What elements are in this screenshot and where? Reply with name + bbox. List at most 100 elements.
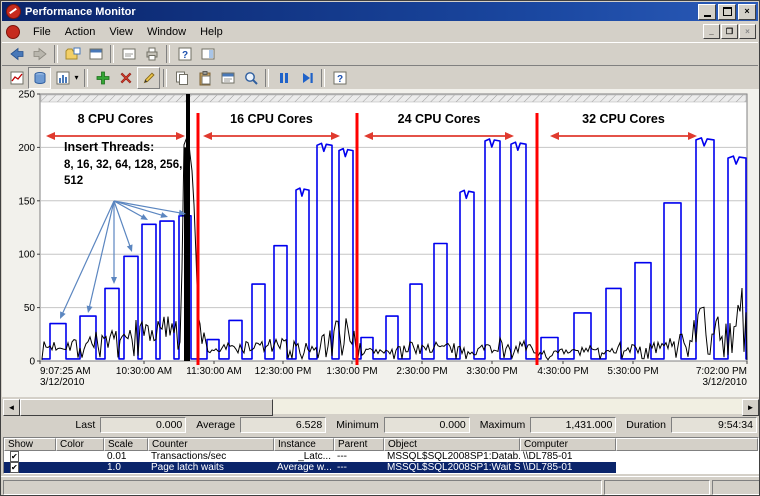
mdi-minimize-button[interactable]: _: [703, 24, 720, 39]
properties-button[interactable]: [216, 67, 239, 89]
zoom-button[interactable]: [239, 67, 262, 89]
help-button[interactable]: ?: [173, 43, 196, 65]
scroll-thumb[interactable]: [20, 399, 273, 416]
add-counter-icon: [96, 71, 109, 84]
y-tick-label: 100: [18, 250, 35, 261]
export-list-button[interactable]: [84, 43, 107, 65]
add-counter-button[interactable]: [91, 67, 114, 89]
x-tick-label: 10:30:00 AM: [116, 366, 172, 377]
legend-column-show[interactable]: Show: [4, 438, 56, 451]
close-button[interactable]: ×: [738, 3, 756, 20]
delete-counter-button[interactable]: [114, 67, 137, 89]
x-tick-label: 7:02:00 PM: [696, 366, 747, 377]
stat-value-last: 0.000: [100, 417, 187, 433]
copy-properties-button[interactable]: [170, 67, 193, 89]
action-pane-button[interactable]: [196, 43, 219, 65]
minimize-button[interactable]: [698, 3, 716, 20]
stat-value-maximum: 1,431.000: [530, 417, 617, 433]
toolbar-separator: [265, 68, 269, 87]
help-icon: ?: [178, 47, 191, 61]
back-button[interactable]: [5, 43, 28, 65]
instance-cell: Average w...: [277, 462, 332, 473]
menu-bar: File Action View Window Help _ ❐ ×: [2, 21, 758, 43]
performance-graph: 0 50 100 150 200 250 9:07:25 AM 3/12/2010 10:30:…: [2, 89, 759, 397]
action-pane-icon: [201, 48, 214, 59]
menu-help[interactable]: Help: [200, 25, 223, 38]
menu-window[interactable]: Window: [146, 25, 187, 38]
show-checkbox[interactable]: ✔: [10, 451, 19, 462]
legend-column-parent[interactable]: Parent: [334, 438, 384, 451]
freeze-display-icon: [279, 72, 288, 83]
counter-cell: Page latch waits: [151, 462, 224, 473]
stat-label-minimum: Minimum: [336, 419, 379, 431]
legend-column-instance[interactable]: Instance: [274, 438, 334, 451]
series-page-latch-waits: [41, 133, 748, 361]
menu-view[interactable]: View: [109, 25, 133, 38]
legend-column-counter[interactable]: Counter: [148, 438, 274, 451]
y-tick-label: 200: [18, 143, 35, 154]
freeze-display-button[interactable]: [272, 67, 295, 89]
computer-cell: \\DL785-01: [523, 451, 573, 462]
child-window-icon: [6, 24, 20, 39]
scroll-left-button[interactable]: ◄: [3, 399, 20, 416]
forward-icon: [33, 47, 47, 60]
legend-column-scale[interactable]: Scale: [104, 438, 148, 451]
show-window-button[interactable]: [117, 43, 140, 65]
help-icon: ?: [333, 71, 346, 85]
stat-value-duration: 9:54:34: [671, 417, 757, 433]
toolbar-separator: [321, 68, 325, 87]
mdi-restore-button[interactable]: ❐: [721, 24, 738, 39]
x-tick-label: 3:30:00 PM: [466, 366, 517, 377]
stat-label-average: Average: [196, 419, 236, 431]
color-swatch-cell: [56, 451, 104, 462]
copy-properties-icon: [175, 71, 188, 85]
svg-text:?: ?: [336, 74, 342, 85]
update-data-button[interactable]: [295, 67, 318, 89]
toolbar-separator: [110, 44, 114, 63]
color-swatch-cell: [56, 462, 104, 473]
graph-type-dropdown-caret[interactable]: ▾: [74, 73, 79, 82]
stat-value-average: 6.528: [240, 417, 327, 433]
legend-column-color[interactable]: Color: [56, 438, 104, 451]
show-checkbox-cell: ✔: [4, 462, 56, 473]
legend-row-page-latch-waits[interactable]: ✔ 1.0 Page latch waits Average w... --- MSSQL…: [4, 462, 616, 473]
print-button[interactable]: [140, 43, 163, 65]
show-console-tree-button[interactable]: [61, 43, 84, 65]
zoom-icon: [244, 71, 258, 85]
time-scrollbar[interactable]: ◄ ►: [3, 399, 759, 416]
scale-cell: 1.0: [107, 462, 121, 473]
counter-legend: Show Color Scale Counter Instance Parent Objec…: [3, 437, 759, 474]
x-tick-label: 2:30:00 PM: [396, 366, 447, 377]
x-tick-label: 1:30:00 PM: [326, 366, 377, 377]
change-graph-type-button[interactable]: [51, 67, 74, 89]
menu-file[interactable]: File: [33, 25, 51, 38]
menu-action[interactable]: Action: [64, 25, 96, 38]
x-tick-label: 9:07:25 AM: [40, 366, 91, 377]
scroll-right-button[interactable]: ►: [742, 399, 759, 416]
view-log-data-button[interactable]: [28, 66, 51, 89]
title-bar[interactable]: Performance Monitor ×: [2, 2, 758, 21]
legend-column-filler: [616, 438, 758, 451]
show-checkbox[interactable]: ✔: [10, 462, 19, 473]
legend-column-object[interactable]: Object: [384, 438, 520, 451]
help-button[interactable]: ?: [328, 67, 351, 89]
legend-column-computer[interactable]: Computer: [520, 438, 616, 451]
view-current-activity-button[interactable]: [5, 67, 28, 89]
mdi-close-button[interactable]: ×: [739, 24, 756, 39]
object-cell: MSSQL$SQL2008SP1:Wait S...: [387, 462, 520, 473]
highlight-button[interactable]: [137, 66, 160, 89]
x-tick-label: 3/12/2010: [703, 377, 748, 388]
mdi-window-buttons: _ ❐ ×: [702, 24, 756, 39]
stat-label-maximum: Maximum: [479, 419, 526, 431]
svg-text:?: ?: [181, 50, 187, 61]
legend-row-transactions-sec[interactable]: ✔ 0.01 Transactions/sec _Latc... --- MSSQL$SQ…: [4, 451, 616, 462]
forward-button[interactable]: [28, 43, 51, 65]
maximize-button[interactable]: [718, 3, 736, 20]
toolbar-separator: [84, 68, 88, 87]
paste-counter-list-button[interactable]: [193, 67, 216, 89]
app-icon: [6, 4, 21, 19]
toolbar-separator: [166, 44, 170, 63]
y-tick-label: 50: [24, 303, 36, 314]
export-list-icon: [89, 48, 102, 59]
